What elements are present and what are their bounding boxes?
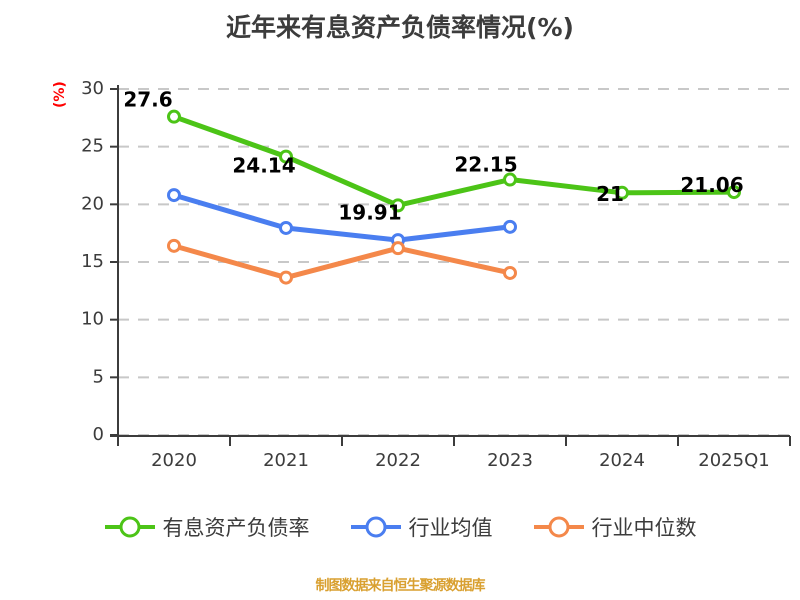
data-point-marker (167, 188, 181, 203)
watermark-text: 制图数据来自恒生聚源数据库 (315, 578, 486, 594)
series-line (171, 243, 513, 281)
data-value-label: 22.15 (454, 153, 517, 177)
legend-item-label: 行业中位数 (591, 516, 697, 540)
data-point-marker (391, 241, 405, 256)
data-value-labels-group: 27.6 24.14 19.91 22.15 21 21.06 (123, 88, 743, 225)
y-tick-label: 5 (93, 366, 104, 387)
data-value-label: 19.91 (338, 200, 401, 224)
x-tick-label: 2021 (263, 450, 309, 471)
data-value-label: 21 (596, 182, 624, 206)
y-tick-label: 0 (93, 424, 104, 445)
y-tick-labels-group: 0 5 10 15 20 25 30 (81, 78, 118, 445)
data-point-marker (727, 185, 741, 200)
y-tick-label: 20 (81, 193, 104, 214)
data-point-marker (503, 172, 517, 187)
legend-marker-icon (104, 516, 155, 538)
data-point-marker (279, 270, 293, 285)
data-point-marker (503, 219, 517, 234)
data-point-marker (615, 185, 629, 200)
data-point-marker (167, 238, 181, 253)
legend-item[interactable]: 行业中位数 (533, 512, 697, 542)
x-tick-label: 2025Q1 (698, 450, 769, 471)
data-point-marker (503, 265, 517, 280)
x-tick-label: 2024 (599, 450, 645, 471)
data-value-label: 21.06 (680, 173, 743, 197)
x-tick-labels-group: 2020 2021 2022 2023 2024 2025Q1 (117, 436, 791, 471)
chart-title: 近年来有息资产负债率情况(%) (226, 13, 574, 42)
series-line (171, 114, 737, 208)
series-points-group (167, 109, 741, 285)
legend-marker-icon (350, 516, 401, 538)
data-point-marker (279, 220, 293, 235)
legend-item[interactable]: 行业均值 (350, 512, 493, 542)
chart-legend: 有息资产负债率 行业均值 行业中位数 (0, 512, 800, 542)
legend-item[interactable]: 有息资产负债率 (104, 512, 310, 542)
x-tick-label: 2022 (375, 450, 421, 471)
data-point-marker (391, 198, 405, 213)
x-tick-label: 2023 (487, 450, 533, 471)
legend-item-label: 有息资产负债率 (162, 516, 310, 540)
legend-marker-icon (533, 516, 584, 538)
y-tick-label: 25 (81, 136, 104, 157)
y-tick-label: 15 (81, 251, 104, 272)
x-tick-label: 2020 (151, 450, 197, 471)
legend-item-label: 行业均值 (408, 516, 493, 540)
data-point-marker (167, 109, 181, 124)
y-tick-label: 30 (81, 78, 104, 99)
data-point-marker (279, 149, 293, 164)
y-tick-label: 10 (81, 309, 104, 330)
data-value-label: 27.6 (123, 88, 172, 112)
series-lines-group (171, 114, 737, 281)
data-value-label: 24.14 (232, 154, 295, 178)
series-line (171, 192, 513, 243)
